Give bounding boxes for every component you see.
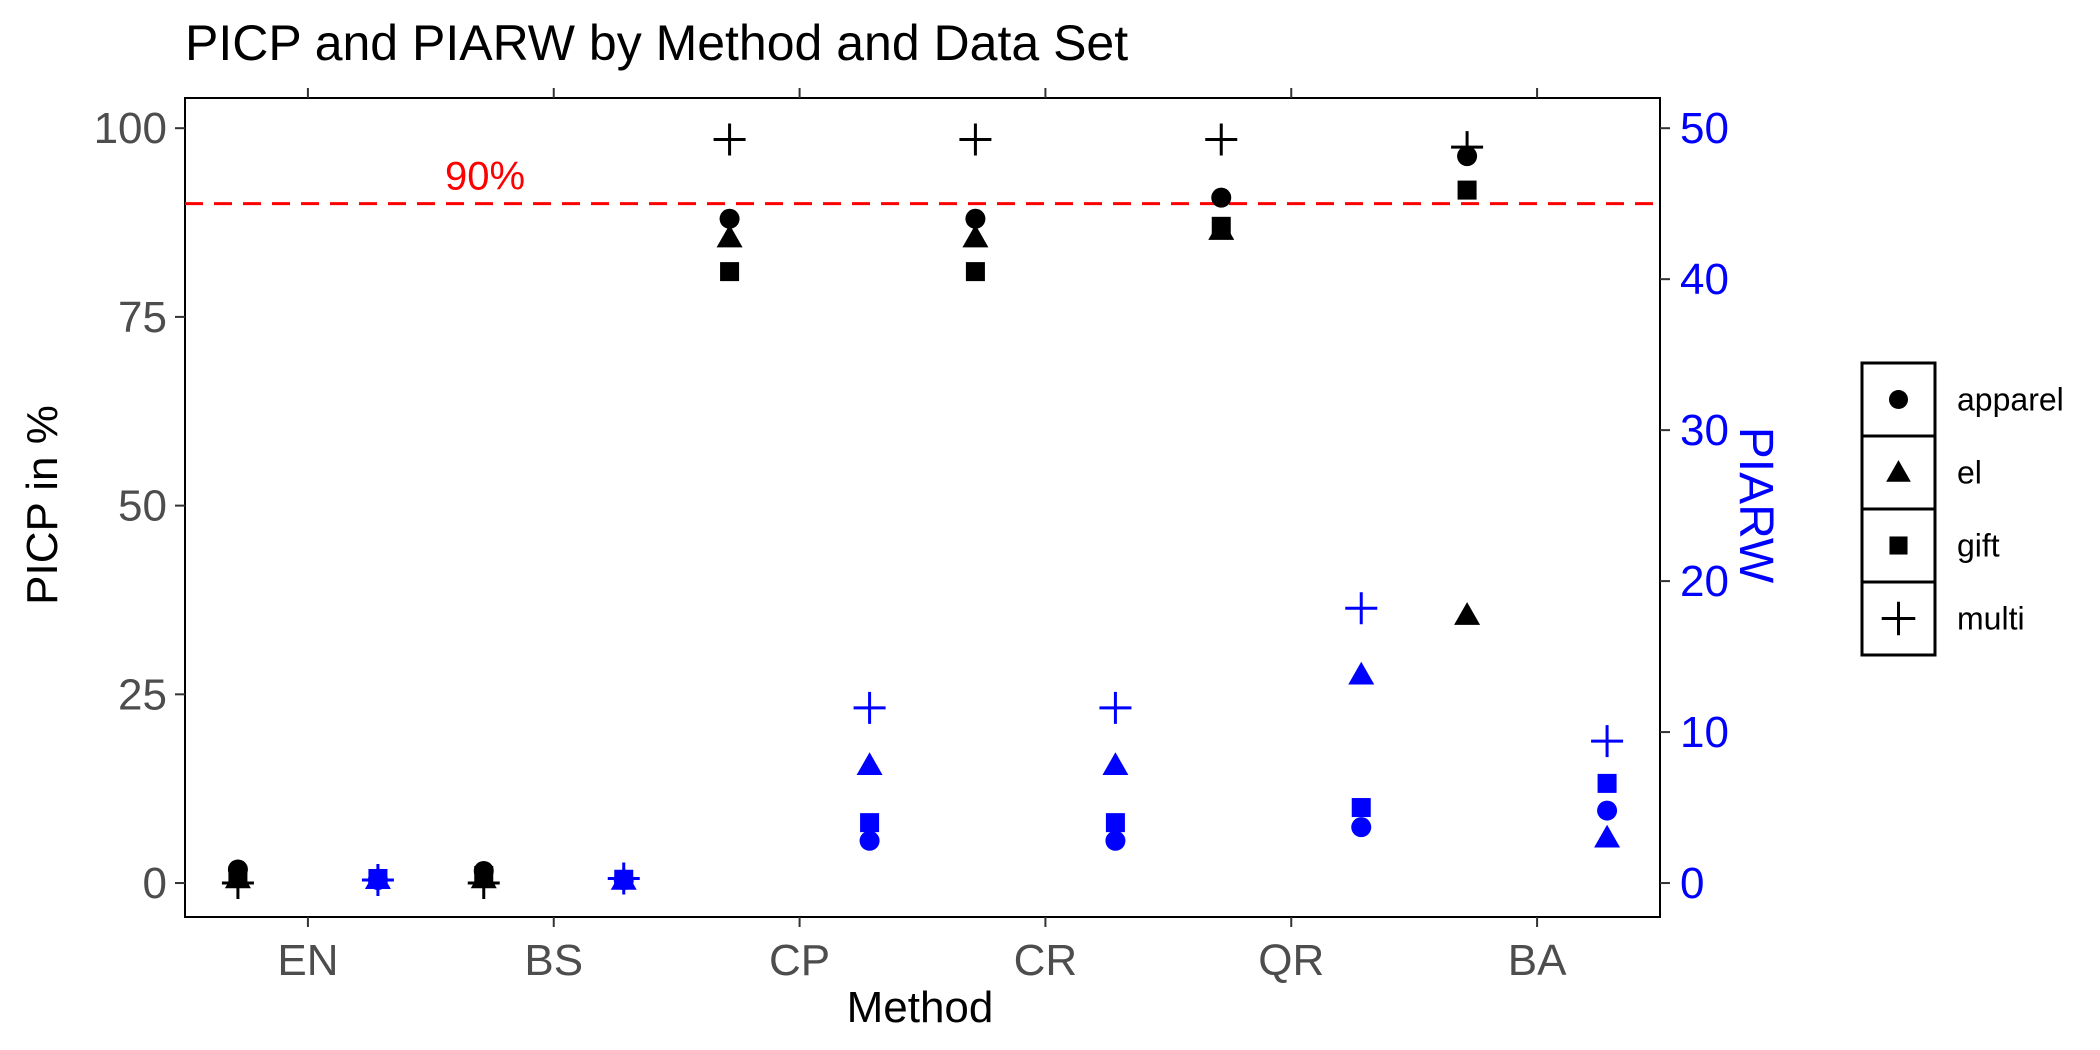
piarw-point-apparel xyxy=(859,830,880,851)
y-right-tick-label: 50 xyxy=(1680,104,1729,153)
picp-point-gift xyxy=(1457,180,1477,200)
legend-key-multi xyxy=(1860,580,1937,657)
piarw-point-el xyxy=(1348,661,1375,685)
piarw-point-multi xyxy=(361,864,394,897)
piarw-point-apparel xyxy=(1597,800,1618,821)
reference-line-group: 90% xyxy=(185,155,1660,206)
y-axis-left: 0 25 50 75 100 xyxy=(94,104,185,908)
picp-point-apparel xyxy=(1211,187,1232,208)
picp-point-multi xyxy=(713,123,746,156)
picp-point-multi xyxy=(221,867,254,900)
picp-point-multi xyxy=(1205,123,1238,156)
legend: apparel el gift multi xyxy=(1860,361,2064,657)
piarw-point-multi xyxy=(1099,691,1132,724)
y-left-tick-label: 0 xyxy=(143,859,167,908)
piarw-point-gift xyxy=(1105,813,1125,833)
y-left-tick-label: 100 xyxy=(94,104,167,153)
picp-point-multi xyxy=(467,867,500,900)
y-axis-left-title: PICP in % xyxy=(18,405,67,605)
picp-point-multi xyxy=(959,123,992,156)
piarw-point-multi xyxy=(853,691,886,724)
legend-label-el: el xyxy=(1957,455,1982,491)
picp-point-el xyxy=(962,224,989,248)
picp-point-gift xyxy=(965,262,985,282)
legend-label-apparel: apparel xyxy=(1957,382,2064,418)
piarw-point-el xyxy=(1102,752,1129,776)
piarw-point-gift xyxy=(860,813,880,833)
legend-symbol-multi xyxy=(1881,601,1916,636)
picp-point-el xyxy=(716,224,743,248)
plot-panel xyxy=(184,97,1661,918)
x-tick-label: QR xyxy=(1258,936,1324,985)
legend-label-multi: multi xyxy=(1957,601,2025,637)
legend-symbol-apparel xyxy=(1889,390,1908,409)
reference-line-label: 90% xyxy=(445,155,525,199)
y-left-tick-label: 50 xyxy=(118,482,167,531)
legend-symbol-gift xyxy=(1889,536,1908,555)
picp-point-apparel xyxy=(719,208,740,229)
y-right-tick-label: 0 xyxy=(1680,859,1704,908)
y-axis-right-title: PIARW xyxy=(1729,427,1782,584)
piarw-point-el xyxy=(856,752,883,776)
picp-point-gift xyxy=(1211,216,1231,236)
piarw-point-multi xyxy=(1591,725,1624,758)
y-right-tick-label: 30 xyxy=(1680,406,1729,455)
y-right-tick-label: 40 xyxy=(1680,255,1729,304)
y-left-tick-label: 75 xyxy=(118,293,167,342)
y-axis-right: 0 10 20 30 40 50 xyxy=(1660,104,1729,908)
x-axis-title: Method xyxy=(847,983,994,1032)
panel-border xyxy=(184,97,1661,918)
piarw-point-multi xyxy=(607,862,640,895)
chart-title: PICP and PIARW by Method and Data Set xyxy=(185,15,1128,71)
piarw-point-el xyxy=(1594,824,1621,848)
y-right-tick-label: 20 xyxy=(1680,557,1729,606)
y-left-tick-label: 25 xyxy=(118,670,167,719)
x-axis: EN BS CP CR QR BA xyxy=(277,88,1567,985)
picp-point-el xyxy=(1454,602,1481,625)
piarw-point-multi xyxy=(1345,592,1378,625)
x-tick-label: BS xyxy=(524,936,583,985)
x-tick-label: CP xyxy=(769,936,830,985)
legend-symbol-el xyxy=(1886,460,1911,482)
legend-label-gift: gift xyxy=(1957,528,2000,564)
piarw-point-apparel xyxy=(1351,817,1372,838)
piarw-point-gift xyxy=(1351,798,1371,818)
picp-point-multi xyxy=(1451,131,1484,164)
y-right-tick-label: 10 xyxy=(1680,708,1729,757)
piarw-point-apparel xyxy=(1105,830,1126,851)
x-tick-label: BA xyxy=(1508,936,1567,985)
picp-point-apparel xyxy=(965,208,986,229)
data-points xyxy=(221,123,1624,900)
picp-point-gift xyxy=(720,262,740,282)
x-tick-label: EN xyxy=(277,936,338,985)
x-tick-label: CR xyxy=(1014,936,1078,985)
piarw-point-gift xyxy=(1597,773,1617,793)
